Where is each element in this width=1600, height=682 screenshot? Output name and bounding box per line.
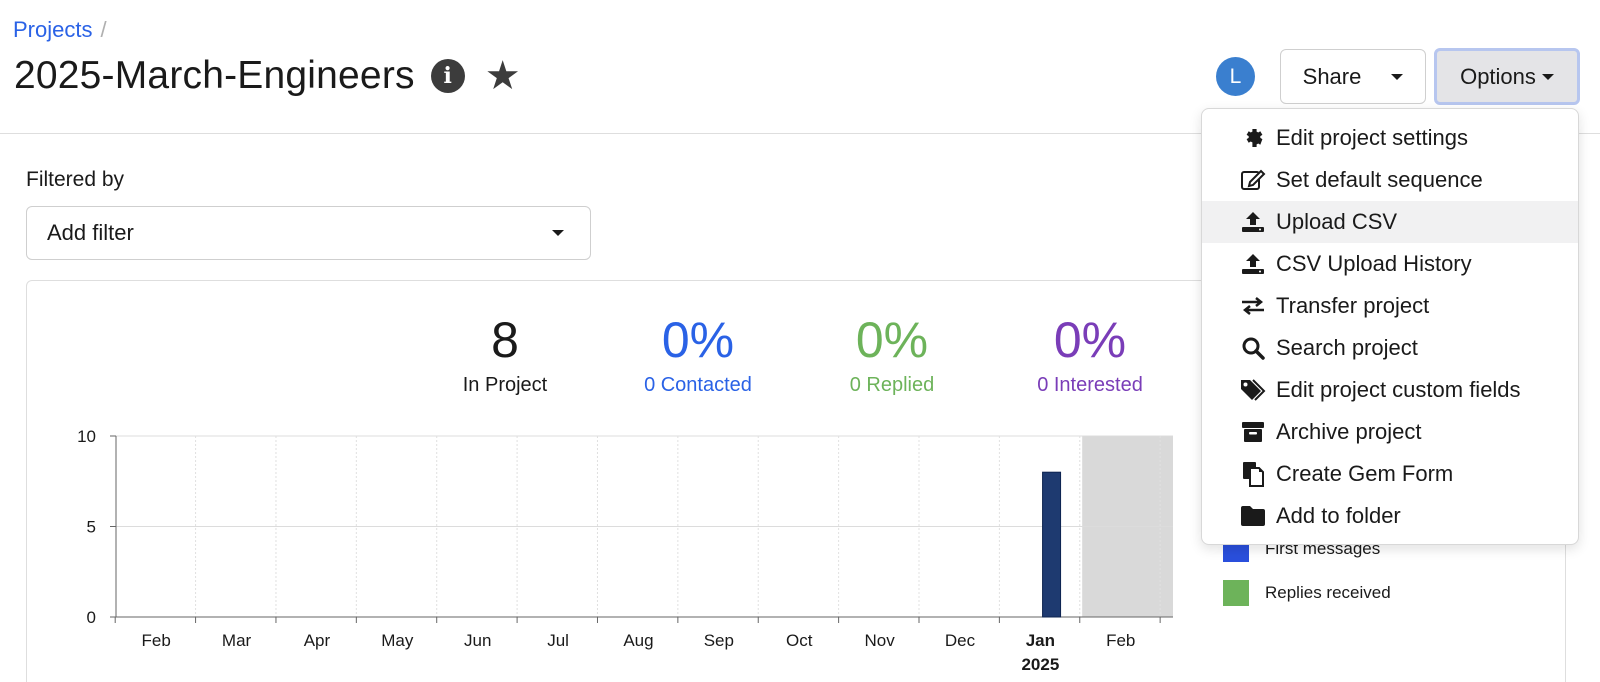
chevron-down-icon bbox=[1391, 73, 1404, 80]
copy-icon bbox=[1238, 461, 1268, 487]
chart-bar bbox=[1042, 471, 1062, 618]
star-icon[interactable]: ★ bbox=[484, 54, 521, 98]
gear-icon bbox=[1238, 126, 1268, 150]
menu-item-label: Create Gem Form bbox=[1276, 461, 1454, 486]
x-tick-label: Aug bbox=[623, 631, 653, 650]
stat-in-project-label: In Project bbox=[462, 374, 548, 396]
menu-item-label: Set default sequence bbox=[1276, 167, 1483, 192]
x-tick-label: Jan bbox=[1026, 631, 1055, 650]
menu-item-label: Archive project bbox=[1276, 419, 1422, 444]
stat-interested[interactable]: 0% 0 Interested bbox=[1010, 312, 1170, 397]
options-button-label: Options bbox=[1460, 63, 1536, 89]
y-tick-label: 10 bbox=[77, 427, 96, 446]
breadcrumb: Projects / bbox=[13, 17, 107, 43]
filter-label: Filtered by bbox=[26, 168, 125, 191]
stat-replied-label: 0 Replied bbox=[849, 374, 935, 396]
upload-icon bbox=[1238, 252, 1268, 276]
x-tick-label: Jun bbox=[464, 631, 491, 650]
stat-contacted-value: 0% bbox=[661, 312, 735, 368]
archive-icon bbox=[1238, 420, 1268, 444]
menu-item-edit-custom-fields[interactable]: Edit project custom fields bbox=[1202, 369, 1578, 411]
x-tick-label: Dec bbox=[945, 631, 976, 650]
stat-interested-label: 0 Interested bbox=[1037, 374, 1143, 396]
activity-bar-chart: 0 5 10 Feb Mar Apr May Jun Jul Aug Sep Oct Nov Dec Jan… bbox=[77, 427, 1173, 674]
x-tick-label: Jul bbox=[547, 631, 569, 650]
x-year-label: 2025 bbox=[1021, 655, 1059, 674]
stat-in-project: 8 In Project bbox=[440, 312, 570, 397]
menu-item-create-gem-form[interactable]: Create Gem Form bbox=[1202, 453, 1578, 495]
transfer-icon bbox=[1238, 294, 1268, 318]
menu-item-label: Edit project settings bbox=[1276, 125, 1468, 150]
info-icon[interactable]: i bbox=[430, 59, 465, 93]
menu-item-label: CSV Upload History bbox=[1276, 251, 1472, 276]
options-menu: Edit project settings Set default sequen… bbox=[1201, 108, 1579, 545]
menu-item-upload-csv[interactable]: Upload CSV bbox=[1202, 201, 1578, 243]
share-button-label: Share bbox=[1302, 63, 1362, 89]
menu-item-label: Search project bbox=[1276, 335, 1418, 360]
page-header: Projects / 2025-March-Engineers i ★ L Sh… bbox=[0, 0, 1600, 134]
stat-interested-value: 0% bbox=[1053, 312, 1127, 368]
menu-item-label: Upload CSV bbox=[1276, 209, 1398, 234]
chevron-down-icon bbox=[1541, 73, 1554, 80]
menu-item-label: Add to folder bbox=[1276, 503, 1401, 528]
edit-icon bbox=[1238, 168, 1268, 192]
upload-icon bbox=[1238, 210, 1268, 234]
stat-replied-value: 0% bbox=[855, 312, 929, 368]
x-tick-label: Nov bbox=[864, 631, 895, 650]
chevron-down-icon bbox=[552, 230, 564, 236]
page-title: 2025-March-Engineers bbox=[14, 54, 415, 97]
menu-item-label: Edit project custom fields bbox=[1276, 377, 1521, 402]
stat-contacted-label: 0 Contacted bbox=[644, 374, 752, 396]
x-tick-label: Feb bbox=[1106, 631, 1135, 650]
x-tick-label: Mar bbox=[222, 631, 252, 650]
y-tick-label: 0 bbox=[87, 608, 96, 627]
tags-icon bbox=[1238, 378, 1268, 402]
x-tick-label: Sep bbox=[704, 631, 734, 650]
x-tick-label: Apr bbox=[304, 631, 331, 650]
add-filter-select[interactable]: Add filter bbox=[26, 206, 591, 260]
folder-icon bbox=[1238, 505, 1268, 527]
legend-item-replies-received[interactable]: Replies received bbox=[1223, 580, 1391, 606]
search-icon bbox=[1238, 336, 1268, 360]
menu-item-transfer-project[interactable]: Transfer project bbox=[1202, 285, 1578, 327]
stat-in-project-value: 8 bbox=[491, 312, 519, 368]
menu-item-csv-upload-history[interactable]: CSV Upload History bbox=[1202, 243, 1578, 285]
breadcrumb-projects-link[interactable]: Projects bbox=[13, 17, 93, 42]
x-tick-label: Oct bbox=[786, 631, 813, 650]
legend-swatch-replies-received bbox=[1223, 580, 1249, 606]
x-tick-label: Feb bbox=[142, 631, 171, 650]
legend-label-replies-received: Replies received bbox=[1265, 583, 1391, 602]
menu-item-archive-project[interactable]: Archive project bbox=[1202, 411, 1578, 453]
share-button[interactable]: Share bbox=[1280, 49, 1426, 104]
breadcrumb-separator: / bbox=[100, 17, 107, 42]
menu-item-edit-project-settings[interactable]: Edit project settings bbox=[1202, 117, 1578, 159]
stat-replied[interactable]: 0% 0 Replied bbox=[820, 312, 964, 397]
y-tick-label: 5 bbox=[87, 518, 96, 537]
title-row: 2025-March-Engineers i ★ bbox=[14, 54, 521, 98]
menu-item-search-project[interactable]: Search project bbox=[1202, 327, 1578, 369]
menu-item-label: Transfer project bbox=[1276, 293, 1430, 318]
avatar[interactable]: L bbox=[1216, 57, 1255, 96]
stat-contacted[interactable]: 0% 0 Contacted bbox=[618, 312, 778, 397]
options-button[interactable]: Options bbox=[1434, 48, 1580, 105]
menu-item-add-to-folder[interactable]: Add to folder bbox=[1202, 495, 1578, 537]
menu-item-set-default-sequence[interactable]: Set default sequence bbox=[1202, 159, 1578, 201]
x-tick-label: May bbox=[381, 631, 414, 650]
add-filter-placeholder: Add filter bbox=[47, 220, 134, 245]
